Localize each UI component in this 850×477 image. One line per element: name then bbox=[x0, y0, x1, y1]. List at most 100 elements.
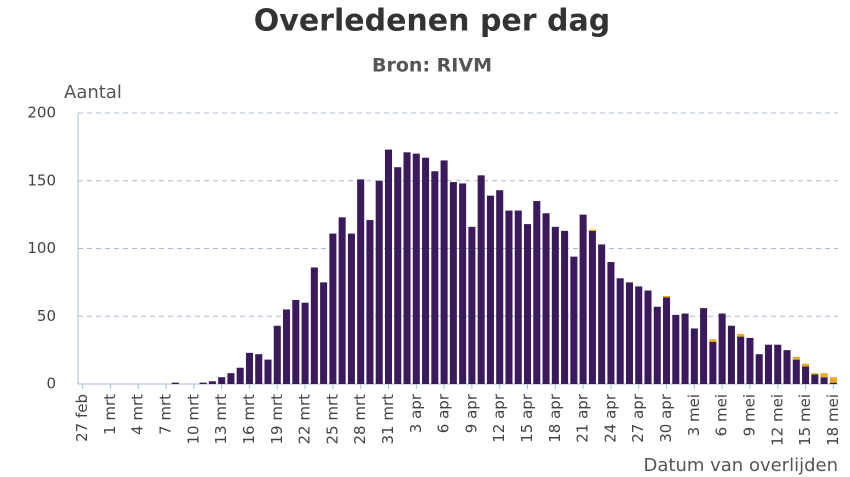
x-tick-label: 15 mei bbox=[796, 394, 814, 446]
x-tick-label: 10 mrt bbox=[184, 394, 202, 445]
bar bbox=[802, 366, 810, 384]
y-tick-label: 50 bbox=[37, 307, 56, 325]
bar bbox=[468, 226, 476, 384]
y-tick-label: 150 bbox=[27, 171, 56, 189]
bar bbox=[375, 180, 383, 384]
bar bbox=[292, 299, 300, 384]
bar bbox=[227, 373, 235, 384]
bar bbox=[357, 179, 365, 384]
x-tick-label: 4 mrt bbox=[129, 394, 147, 435]
bar bbox=[505, 210, 513, 384]
bar bbox=[709, 339, 717, 342]
y-tick-label: 100 bbox=[27, 239, 56, 257]
bar bbox=[329, 233, 337, 384]
bar bbox=[422, 157, 430, 384]
bar bbox=[709, 341, 717, 384]
x-tick-label: 9 mei bbox=[740, 394, 758, 436]
y-axis-title: Aantal bbox=[64, 82, 122, 103]
x-tick-label: 6 apr bbox=[435, 393, 453, 433]
chart-title: Overledenen per dag bbox=[254, 4, 610, 39]
bar bbox=[533, 201, 541, 384]
bar bbox=[310, 267, 318, 384]
x-tick-label: 27 apr bbox=[629, 393, 647, 443]
x-axis-title: Datum van overlijden bbox=[644, 455, 838, 476]
bar bbox=[542, 213, 550, 384]
bar bbox=[218, 377, 226, 384]
bar bbox=[551, 226, 559, 384]
bar bbox=[718, 313, 726, 384]
bar bbox=[523, 224, 532, 384]
bar bbox=[625, 282, 633, 384]
bar bbox=[208, 381, 216, 384]
x-tick-label: 6 mei bbox=[713, 394, 731, 436]
bar bbox=[672, 314, 680, 384]
bar bbox=[366, 220, 374, 384]
bar bbox=[570, 256, 578, 384]
bar bbox=[607, 262, 615, 384]
bar bbox=[820, 377, 828, 384]
bar bbox=[394, 167, 402, 384]
bar bbox=[486, 195, 494, 384]
x-tick-label: 15 apr bbox=[518, 393, 536, 443]
bar bbox=[579, 214, 587, 384]
x-tick-label: 12 mei bbox=[768, 394, 786, 446]
x-tick-label: 3 mei bbox=[685, 394, 703, 436]
x-tick-label: 27 feb bbox=[73, 394, 91, 442]
bar bbox=[245, 352, 253, 384]
bar bbox=[690, 328, 698, 384]
bar bbox=[820, 373, 828, 378]
bar bbox=[283, 309, 291, 384]
bar bbox=[273, 325, 281, 384]
chart-subtitle: Bron: RIVM bbox=[372, 55, 492, 77]
bar bbox=[616, 278, 624, 384]
bar bbox=[774, 344, 782, 384]
bar bbox=[653, 306, 661, 384]
x-tick-label: 22 mrt bbox=[296, 394, 314, 445]
bar bbox=[792, 359, 800, 384]
bar bbox=[477, 175, 485, 384]
bar bbox=[320, 282, 328, 384]
bar bbox=[588, 230, 596, 384]
bar bbox=[449, 182, 457, 384]
bar bbox=[737, 336, 745, 384]
x-tick-label: 28 mrt bbox=[351, 394, 369, 445]
y-tick-label: 0 bbox=[46, 375, 56, 393]
bar bbox=[588, 229, 596, 231]
bar bbox=[431, 171, 439, 384]
bar bbox=[737, 333, 745, 337]
bar bbox=[384, 149, 393, 384]
x-tick-label: 12 apr bbox=[490, 393, 508, 443]
y-tick-label: 200 bbox=[27, 104, 56, 122]
bar bbox=[255, 354, 263, 384]
bar bbox=[644, 290, 652, 384]
bar bbox=[514, 210, 522, 384]
x-tick-label: 16 mrt bbox=[240, 394, 258, 445]
x-tick-label: 18 apr bbox=[546, 393, 564, 443]
bar bbox=[764, 344, 773, 384]
bar bbox=[412, 153, 420, 384]
bar bbox=[264, 359, 272, 384]
x-tick-label: 21 apr bbox=[574, 393, 592, 443]
x-tick-label: 31 mrt bbox=[379, 394, 397, 445]
bar bbox=[663, 295, 671, 298]
bar bbox=[199, 382, 207, 384]
bar bbox=[700, 308, 708, 384]
bar bbox=[783, 350, 791, 384]
bar bbox=[496, 190, 504, 384]
bar bbox=[755, 354, 763, 384]
bar bbox=[663, 297, 671, 384]
bar bbox=[829, 382, 837, 384]
x-tick-label: 19 mrt bbox=[268, 394, 286, 445]
bar bbox=[236, 367, 244, 384]
bar bbox=[746, 337, 754, 384]
x-tick-label: 7 mrt bbox=[157, 394, 175, 435]
x-tick-label: 30 apr bbox=[657, 393, 675, 443]
bar bbox=[792, 356, 800, 360]
bar bbox=[598, 244, 606, 384]
bar bbox=[338, 217, 346, 384]
bar bbox=[171, 382, 179, 384]
bar bbox=[301, 302, 309, 384]
bar bbox=[635, 286, 643, 384]
bar bbox=[811, 373, 819, 375]
